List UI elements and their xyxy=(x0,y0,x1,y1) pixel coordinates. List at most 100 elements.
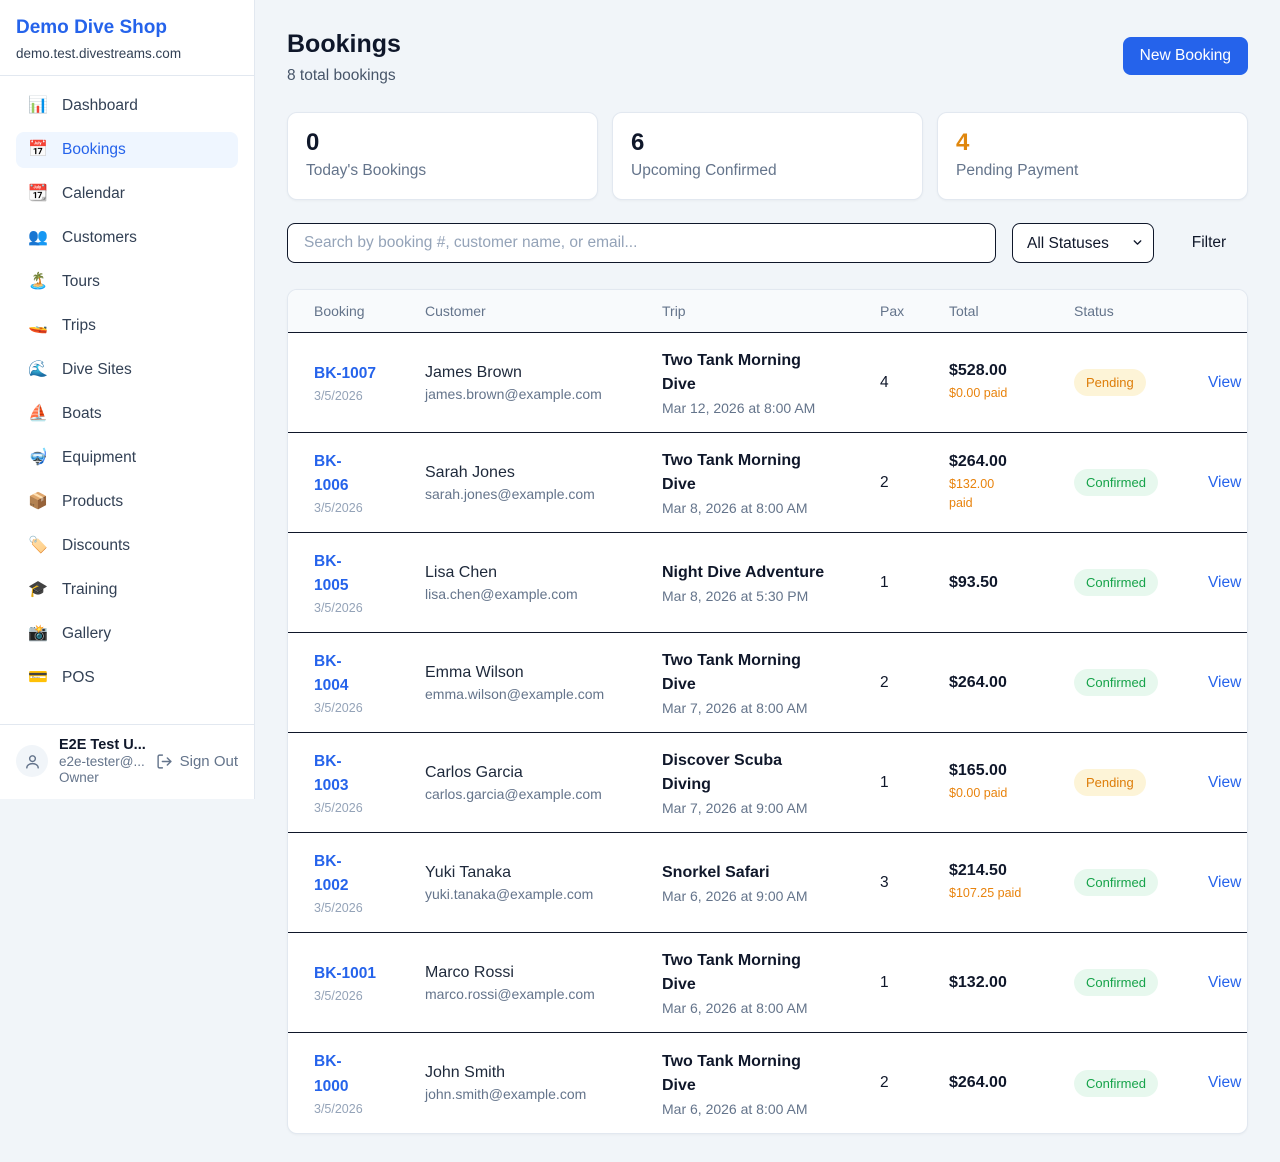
dashboard-icon: 📊 xyxy=(28,97,48,114)
trip-cell: Two Tank Morning Dive Mar 7, 2026 at 8:0… xyxy=(662,649,880,716)
paid-amount: $132.00 paid xyxy=(949,477,995,510)
trip-time: Mar 7, 2026 at 8:00 AM xyxy=(662,700,808,716)
trip-time: Mar 12, 2026 at 8:00 AM xyxy=(662,400,816,416)
status-cell: Confirmed xyxy=(1074,1069,1195,1097)
trip-time: Mar 8, 2026 at 5:30 PM xyxy=(662,588,809,604)
boats-icon: ⛵ xyxy=(28,405,48,422)
sidebar-item-boats[interactable]: ⛵ Boats xyxy=(28,405,102,422)
view-link[interactable]: View xyxy=(1208,573,1242,591)
view-link[interactable]: View xyxy=(1208,373,1242,391)
booking-number-link[interactable]: BK-1007 xyxy=(314,364,377,382)
trip-name: Two Tank Morning Dive xyxy=(662,1052,801,1094)
actions-cell: View xyxy=(1195,474,1241,492)
search-input[interactable] xyxy=(287,223,996,263)
total-amount: $214.50 xyxy=(949,862,1007,880)
sidebar-item-dive-sites[interactable]: 🌊 Dive Sites xyxy=(28,361,132,378)
trip-name: Night Dive Adventure xyxy=(662,564,825,581)
sidebar-item-tours[interactable]: 🏝️ Tours xyxy=(28,273,100,290)
customer-name: John Smith xyxy=(425,1064,506,1081)
booking-date: 3/5/2026 xyxy=(314,389,363,403)
trip-time: Mar 6, 2026 at 8:00 AM xyxy=(662,1000,808,1016)
total-amount: $264.00 xyxy=(949,453,1007,471)
status-badge: Confirmed xyxy=(1074,869,1158,896)
total-cell: $132.00 xyxy=(949,974,1074,992)
trips-icon: 🚤 xyxy=(28,317,48,334)
status-cell: Pending xyxy=(1074,369,1195,396)
sidebar-item-pos[interactable]: 💳 POS xyxy=(28,669,95,686)
column-header-pax: Pax xyxy=(880,303,905,319)
status-badge: Confirmed xyxy=(1074,669,1158,696)
stat-label: Today's Bookings xyxy=(306,162,427,180)
status-cell: Confirmed xyxy=(1074,969,1195,996)
booking-number-link[interactable]: BK- 1005 xyxy=(314,552,349,594)
booking-number-link[interactable]: BK-1001 xyxy=(314,964,377,982)
customer-email: sarah.jones@example.com xyxy=(425,485,595,502)
page-header: Bookings 8 total bookings New Booking xyxy=(287,30,1248,85)
status-cell: Confirmed xyxy=(1074,569,1195,596)
brand: Demo Dive Shop demo.test.divestreams.com xyxy=(0,0,254,76)
stat-label: Upcoming Confirmed xyxy=(631,162,777,180)
sidebar-item-bookings[interactable]: 📅 Bookings xyxy=(16,132,238,168)
customer-cell: Marco Rossi marco.rossi@example.com xyxy=(425,964,662,1002)
view-link[interactable]: View xyxy=(1208,973,1242,991)
sign-out-label: Sign Out xyxy=(179,752,238,770)
trip-name: Two Tank Morning Dive xyxy=(662,652,801,693)
customer-name: Sarah Jones xyxy=(425,463,515,481)
status-badge: Pending xyxy=(1074,369,1146,396)
booking-date: 3/5/2026 xyxy=(314,1101,363,1116)
customer-name: Marco Rossi xyxy=(425,963,514,981)
booking-number-link[interactable]: BK- 1000 xyxy=(314,1053,349,1095)
booking-number-link[interactable]: BK- 1003 xyxy=(314,752,349,794)
brand-domain: demo.test.divestreams.com xyxy=(16,46,182,61)
customer-email: yuki.tanaka@example.com xyxy=(425,885,594,902)
booking-cell: BK- 1000 3/5/2026 xyxy=(314,1050,425,1115)
customer-name: Yuki Tanaka xyxy=(425,863,511,881)
sign-out-button[interactable]: Sign Out xyxy=(156,753,238,770)
filter-button[interactable]: Filter xyxy=(1170,234,1248,252)
view-link[interactable]: View xyxy=(1208,473,1242,491)
table-row: BK- 1002 3/5/2026 Yuki Tanaka yuki.tanak… xyxy=(288,833,1247,933)
view-link[interactable]: View xyxy=(1208,673,1242,691)
total-amount: $528.00 xyxy=(949,362,1007,380)
actions-cell: View xyxy=(1195,1074,1241,1092)
pos-icon: 💳 xyxy=(28,669,48,686)
trip-time: Mar 7, 2026 at 9:00 AM xyxy=(662,800,808,816)
sidebar-item-trips[interactable]: 🚤 Trips xyxy=(28,317,96,334)
booking-date: 3/5/2026 xyxy=(314,801,363,816)
view-link[interactable]: View xyxy=(1208,1074,1242,1091)
sidebar-item-products[interactable]: 📦 Products xyxy=(28,493,124,510)
view-link[interactable]: View xyxy=(1208,873,1242,891)
discounts-icon: 🏷️ xyxy=(28,537,48,554)
booking-number-link[interactable]: BK- 1006 xyxy=(314,452,349,494)
actions-cell: View xyxy=(1195,574,1241,592)
new-booking-button[interactable]: New Booking xyxy=(1122,37,1248,75)
sidebar-item-customers[interactable]: 👥 Customers xyxy=(28,229,137,246)
actions-cell: View xyxy=(1195,674,1241,692)
total-amount: $264.00 xyxy=(949,1074,1007,1091)
status-filter-select[interactable]: All Statuses xyxy=(1012,223,1154,263)
customer-email: lisa.chen@example.com xyxy=(425,585,578,602)
sidebar-item-discounts[interactable]: 🏷️ Discounts xyxy=(28,537,131,554)
filters-row: All Statuses Filter xyxy=(287,223,1248,263)
tours-icon: 🏝️ xyxy=(28,273,48,290)
sidebar-item-gallery[interactable]: 📸 Gallery xyxy=(28,625,112,642)
customer-cell: Emma Wilson emma.wilson@example.com xyxy=(425,664,662,702)
actions-cell: View xyxy=(1195,374,1241,392)
table-row: BK-1001 3/5/2026 Marco Rossi marco.rossi… xyxy=(288,933,1247,1033)
sidebar-item-training[interactable]: 🎓 Training xyxy=(28,581,118,598)
sidebar-item-equipment[interactable]: 🤿 Equipment xyxy=(28,449,137,466)
status-badge: Confirmed xyxy=(1074,469,1158,496)
table-body: BK-1007 3/5/2026 James Brown james.brown… xyxy=(288,333,1247,1133)
booking-number-link[interactable]: BK- 1004 xyxy=(314,652,349,694)
customer-email: emma.wilson@example.com xyxy=(425,685,605,702)
booking-number-link[interactable]: BK- 1002 xyxy=(314,852,349,894)
pax-cell: 1 xyxy=(880,973,889,991)
booking-cell: BK-1007 3/5/2026 xyxy=(314,362,425,403)
trip-cell: Night Dive Adventure Mar 8, 2026 at 5:30… xyxy=(662,561,880,604)
sidebar: Demo Dive Shop demo.test.divestreams.com… xyxy=(0,0,255,799)
sidebar-item-calendar[interactable]: 📆 Calendar xyxy=(28,185,125,202)
column-header-total: Total xyxy=(949,303,979,319)
pax-cell: 3 xyxy=(880,873,889,891)
view-link[interactable]: View xyxy=(1208,773,1242,791)
sidebar-item-dashboard[interactable]: 📊 Dashboard xyxy=(28,97,138,114)
